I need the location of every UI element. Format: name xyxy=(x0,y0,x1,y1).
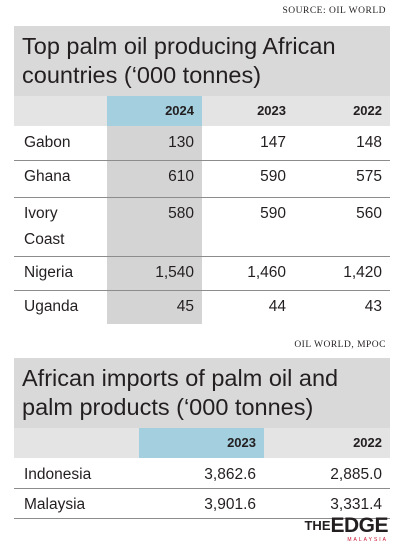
table-row: Malaysia 3,901.6 3,331.4 xyxy=(14,488,390,518)
table-cell: 610 xyxy=(168,168,194,185)
table-cell: 147 xyxy=(260,134,286,151)
row-label: Uganda xyxy=(24,298,79,315)
table-cell: 130 xyxy=(168,134,194,151)
row-divider xyxy=(14,290,390,291)
row-divider xyxy=(14,488,390,489)
table-cell: 590 xyxy=(260,205,286,222)
logo-the-text: THE xyxy=(304,518,331,533)
table-cell: 2,885.0 xyxy=(330,466,382,483)
table-cell: 1,540 xyxy=(155,264,194,281)
table-cell: 44 xyxy=(268,298,286,315)
row-divider xyxy=(14,256,390,257)
table-cell: 3,862.6 xyxy=(204,466,256,483)
the-edge-logo: THEEDGE MALAYSIA xyxy=(304,514,388,544)
table-cell: 1,460 xyxy=(247,264,286,281)
table-cell: 148 xyxy=(356,134,382,151)
row-label: Gabon xyxy=(24,134,71,151)
table-cell: 580 xyxy=(168,205,194,222)
table1-shaded-column xyxy=(107,126,202,324)
table-row: Gabon 130 147 148 xyxy=(14,126,390,160)
table-cell: 3,901.6 xyxy=(204,496,256,513)
row-label: Nigeria xyxy=(24,264,74,281)
column-header: 2022 xyxy=(353,103,382,118)
table-row: Uganda 45 44 43 xyxy=(14,290,390,324)
table-row: Ivory Coast 580 590 560 xyxy=(14,197,390,256)
logo-edge-text: EDGE xyxy=(330,514,388,537)
row-label: Indonesia xyxy=(24,466,92,483)
row-label: Ivory Coast xyxy=(24,205,65,248)
table-row: Indonesia 3,862.6 2,885.0 xyxy=(14,458,390,488)
table1-header: 2024 2023 2022 xyxy=(14,96,390,126)
table-cell: 45 xyxy=(176,298,194,315)
column-header: 2023 xyxy=(139,428,264,458)
source-note-bottom: OIL WORLD, MPOC xyxy=(294,340,386,350)
table-cell: 590 xyxy=(260,168,286,185)
logo-sub-text: MALAYSIA xyxy=(347,537,388,543)
column-header: 2024 xyxy=(107,96,202,126)
row-divider xyxy=(14,518,390,519)
table-cell: 560 xyxy=(356,205,382,222)
row-divider xyxy=(14,160,390,161)
row-label: Malaysia xyxy=(24,496,86,513)
table-cell: 575 xyxy=(356,168,382,185)
table2-title: African imports of palm oil and palm pro… xyxy=(14,358,390,428)
table-cell: 43 xyxy=(364,298,382,315)
source-note-top: SOURCE: OIL WORLD xyxy=(282,6,386,16)
table-cell: 1,420 xyxy=(343,264,382,281)
column-header: 2022 xyxy=(353,435,382,450)
table-row: Ghana 610 590 575 xyxy=(14,160,390,197)
row-label: Ghana xyxy=(24,168,71,185)
column-header: 2023 xyxy=(257,103,286,118)
row-divider xyxy=(14,197,390,198)
table-row: Nigeria 1,540 1,460 1,420 xyxy=(14,256,390,290)
table2-header: 2023 2022 xyxy=(14,428,390,458)
table1-title: Top palm oil producing African countries… xyxy=(14,26,390,96)
table-cell: 3,331.4 xyxy=(330,496,382,513)
